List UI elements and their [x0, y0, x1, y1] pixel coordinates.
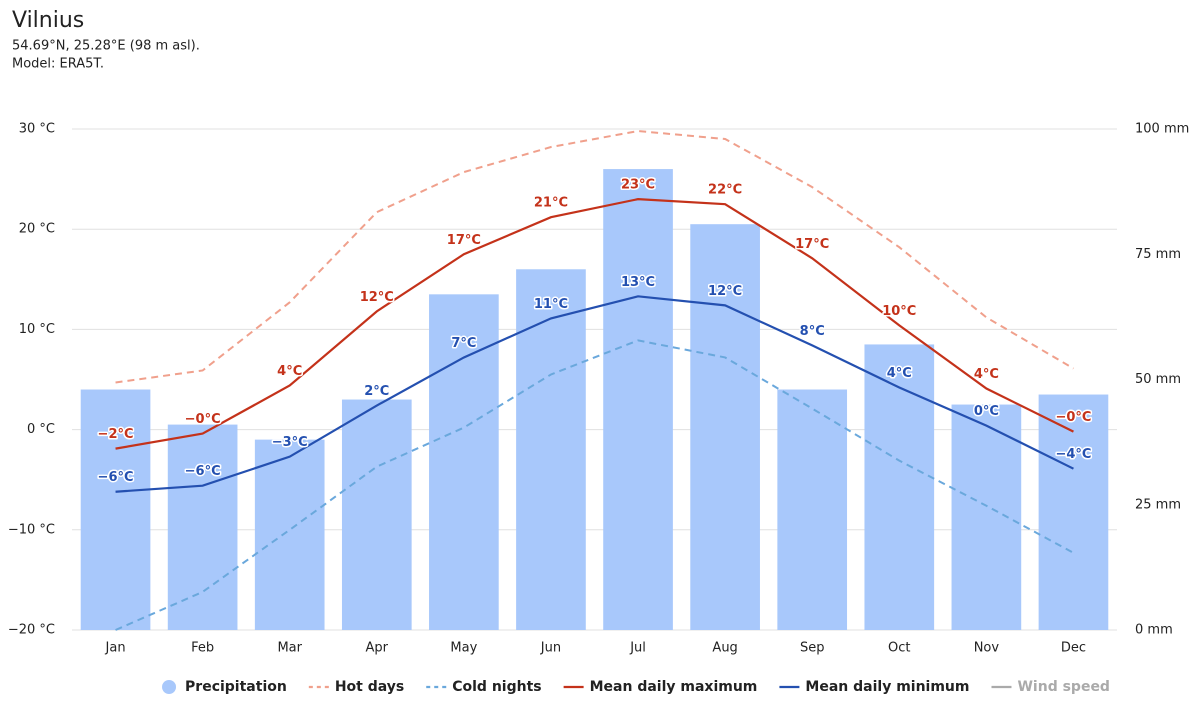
x-tick-label: Oct — [888, 641, 910, 656]
bar — [429, 294, 499, 630]
bar — [80, 389, 151, 630]
data-label: 4°C — [277, 364, 302, 379]
data-label: 12°C — [360, 290, 394, 305]
chart-title: Vilnius — [12, 8, 84, 33]
x-tick-label: Jan — [105, 641, 126, 656]
legend-item: Mean daily maximum — [563, 679, 758, 695]
data-label: −4°C — [1055, 447, 1091, 462]
legend-label: Wind speed — [1017, 679, 1109, 695]
data-label: 13°C — [621, 275, 655, 290]
x-tick-label: May — [450, 641, 477, 656]
data-label: 17°C — [795, 237, 829, 252]
bar — [864, 344, 935, 630]
y-tick-label: 0 °C — [27, 422, 55, 437]
data-label: −2°C — [98, 427, 134, 442]
data-label: 2°C — [364, 384, 389, 399]
x-tick-label: Mar — [277, 641, 302, 656]
data-label: −0°C — [185, 412, 221, 427]
data-label: 23°C — [621, 178, 655, 193]
bar — [603, 169, 673, 630]
legend-item: Precipitation — [162, 679, 287, 695]
data-label: 11°C — [534, 297, 568, 312]
line — [115, 339, 1074, 631]
x-tick-label: Aug — [712, 641, 737, 656]
chart-subtitle: Model: ERA5T. — [12, 57, 104, 72]
data-label: 4°C — [974, 367, 999, 382]
line — [115, 198, 1074, 450]
data-label: 17°C — [447, 233, 481, 248]
bar — [167, 424, 238, 630]
x-tick-label: Apr — [366, 641, 389, 656]
x-tick-label: Sep — [800, 641, 825, 656]
y-tick-label: 20 °C — [19, 222, 55, 237]
x-tick-label: Jul — [629, 641, 646, 656]
bar — [690, 224, 760, 630]
chart-subtitle: 54.69°N, 25.28°E (98 m asl). — [12, 39, 200, 54]
line — [115, 129, 1074, 384]
data-label: −3°C — [272, 435, 308, 450]
y2-tick-label: 0 mm — [1135, 623, 1173, 638]
y2-tick-label: 100 mm — [1135, 122, 1189, 137]
legend-label: Mean daily minimum — [805, 679, 969, 695]
data-label: 8°C — [800, 324, 825, 339]
legend-label: Cold nights — [452, 679, 541, 695]
data-label: −6°C — [185, 464, 221, 479]
legend-item: Wind speed — [991, 679, 1110, 695]
y-tick-label: 30 °C — [19, 122, 55, 137]
y2-tick-label: 75 mm — [1135, 247, 1181, 262]
legend-marker — [162, 680, 177, 694]
x-tick-label: Jun — [540, 641, 561, 656]
bar — [951, 404, 1022, 630]
data-label: −0°C — [1055, 410, 1091, 425]
legend-label: Hot days — [335, 679, 404, 695]
y-tick-label: −20 °C — [8, 623, 55, 638]
legend-item: Cold nights — [426, 679, 542, 695]
data-label: 21°C — [534, 196, 568, 211]
data-label: 4°C — [887, 366, 912, 381]
x-tick-label: Feb — [191, 641, 214, 656]
bar — [516, 269, 586, 630]
legend-item: Mean daily minimum — [779, 679, 969, 695]
y2-tick-label: 50 mm — [1135, 372, 1181, 387]
y-tick-label: 10 °C — [19, 322, 55, 337]
legend-label: Mean daily maximum — [590, 679, 758, 695]
legend-label: Precipitation — [185, 679, 287, 695]
legend: Precipitation Hot days Cold nights Mean dai… — [162, 679, 1110, 695]
data-label: 10°C — [882, 304, 916, 319]
line — [115, 295, 1074, 493]
bar — [777, 389, 848, 630]
data-label: 0°C — [974, 404, 999, 419]
data-label: −6°C — [98, 470, 134, 485]
y2-tick-label: 25 mm — [1135, 497, 1181, 512]
bar — [341, 399, 412, 630]
data-label: 22°C — [708, 183, 742, 198]
x-tick-label: Nov — [974, 641, 1000, 656]
data-label: 12°C — [708, 284, 742, 299]
y-tick-label: −10 °C — [8, 522, 55, 537]
bar — [1038, 394, 1109, 630]
bar — [254, 439, 325, 630]
legend-item: Hot days — [308, 679, 404, 695]
data-label: 7°C — [451, 336, 476, 351]
x-tick-label: Dec — [1061, 641, 1086, 656]
